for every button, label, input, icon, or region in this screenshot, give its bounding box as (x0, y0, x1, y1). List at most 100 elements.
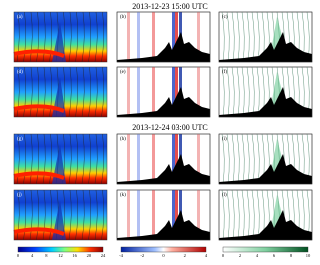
contour (94, 133, 98, 185)
panel-label: (l) (222, 193, 227, 198)
stripe (152, 12, 155, 62)
colorbar-tick-label: 24 (101, 253, 106, 258)
contour (81, 11, 85, 63)
contour (16, 133, 20, 185)
streamline (236, 189, 240, 241)
colorbar-tick-label: 8 (290, 253, 293, 258)
streamline (231, 133, 235, 185)
streamline (221, 11, 225, 63)
stripe (137, 134, 140, 184)
colorbar-tick-label: 4 (205, 253, 208, 258)
colorbar-tick-label: 2 (239, 253, 241, 258)
feature (13, 104, 65, 113)
colorbar-tick-label: 16 (72, 253, 77, 258)
colorbar-tick-label: 8 (45, 253, 48, 258)
contour (36, 66, 39, 118)
contour (68, 66, 72, 118)
contour (75, 189, 78, 241)
streamline (231, 66, 235, 118)
contour (101, 189, 104, 241)
stripe (197, 134, 200, 184)
colorbar (120, 246, 207, 253)
streamline (221, 133, 225, 185)
contour (16, 66, 20, 118)
stripe (175, 12, 178, 62)
contour (23, 11, 26, 63)
contour (23, 133, 26, 185)
stripe (127, 190, 130, 240)
contour (29, 11, 33, 63)
stripe (172, 67, 175, 117)
stripe (175, 67, 178, 117)
streamline (221, 66, 225, 118)
panel-frame (13, 133, 108, 185)
stripe (172, 190, 175, 240)
contour (42, 11, 46, 63)
colorbar-tick-label: 0 (17, 253, 20, 258)
panel-label: (g) (17, 137, 23, 142)
contour (81, 189, 85, 241)
terrain (117, 210, 210, 240)
contour (75, 66, 78, 118)
stripe (152, 134, 155, 184)
panel-label: (i) (222, 137, 227, 142)
streamline (231, 189, 235, 241)
colorbar-tick-label: 20 (87, 253, 92, 258)
contour (29, 66, 33, 118)
contour (49, 66, 52, 118)
streamline (226, 11, 230, 63)
contour (42, 189, 46, 241)
stripe (127, 67, 130, 117)
contour (36, 11, 39, 63)
terrain (219, 210, 312, 240)
panel-frame (116, 189, 211, 241)
contour (29, 189, 33, 241)
contour (94, 189, 98, 241)
contour (101, 66, 104, 118)
panel-label: (c) (222, 15, 228, 20)
colorbar-tick-label: 4 (256, 253, 259, 258)
contour (42, 133, 46, 185)
streamline (241, 66, 245, 118)
contour (88, 133, 91, 185)
stripe (172, 134, 175, 184)
time-title: 2013-12-23 15:00 UTC (132, 2, 208, 11)
contour (23, 66, 26, 118)
stripe (137, 67, 140, 117)
contour (75, 133, 78, 185)
contour (36, 189, 39, 241)
terrain (219, 87, 312, 117)
contour (16, 189, 20, 241)
stripe (197, 67, 200, 117)
streamline (236, 11, 240, 63)
contour (94, 66, 98, 118)
streamline (226, 133, 230, 185)
panel-frame (116, 66, 211, 118)
streamline (236, 133, 240, 185)
terrain (117, 154, 210, 184)
colorbar-tick-label: 12 (58, 253, 63, 258)
contour (88, 189, 91, 241)
contour (88, 11, 91, 63)
stripe (152, 67, 155, 117)
panel-label: (e) (120, 70, 126, 75)
panel-frame (13, 66, 108, 118)
panel-frame (13, 189, 108, 241)
contour (49, 11, 52, 63)
contour (42, 66, 46, 118)
contour (81, 66, 85, 118)
contour (49, 133, 52, 185)
time-title: 2013-12-24 03:00 UTC (132, 123, 208, 132)
panel-frame (218, 66, 313, 118)
panel-label: (h) (120, 137, 126, 142)
stripe (127, 134, 130, 184)
contour (101, 133, 104, 185)
colorbar-tick-label: 4 (31, 253, 34, 258)
colorbar-tick-label: 6 (273, 253, 276, 258)
panel-frame (13, 11, 108, 63)
colorbar-tick-label: 2 (184, 253, 186, 258)
contour (75, 11, 78, 63)
stripe (197, 12, 200, 62)
contour (16, 11, 20, 63)
